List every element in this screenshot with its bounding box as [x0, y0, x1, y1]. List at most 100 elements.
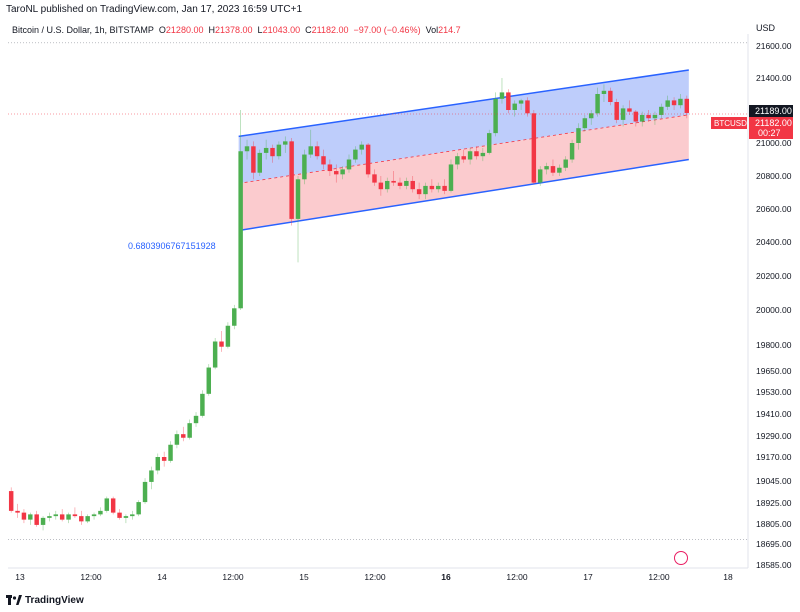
candle-body	[550, 166, 556, 173]
candle-body	[346, 159, 352, 170]
candle-body	[142, 481, 148, 503]
y-tick-label: 19650.00	[756, 366, 792, 376]
y-tick-label: 21400.00	[756, 73, 792, 83]
candle-body	[544, 166, 549, 170]
price-axis[interactable]: 21600.00 21400.00 21000.00 20800.00 20600.00…	[756, 41, 792, 570]
candle-body	[181, 434, 186, 438]
y-tick-label: 19045.00	[756, 476, 792, 486]
open-value: 21280.00	[165, 25, 204, 35]
candle-body	[232, 308, 237, 326]
candle-body	[576, 128, 581, 143]
legend: Bitcoin / U.S. Dollar, 1h, BITSTAMP O212…	[12, 25, 461, 35]
x-tick-label: 12:00	[222, 572, 244, 582]
candle-body	[486, 133, 492, 153]
brand-text: TradingView	[25, 595, 84, 606]
candle-body	[104, 498, 110, 511]
price-chart[interactable]: 21600.00 21400.00 21000.00 20800.00 20600.00…	[0, 0, 800, 590]
candle-body	[480, 152, 486, 157]
candle-body	[525, 100, 530, 114]
candle-body	[474, 151, 479, 157]
candle-body	[531, 113, 537, 183]
y-tick-label: 20600.00	[756, 204, 792, 214]
candle-body	[359, 144, 364, 150]
y-tick-label: 19530.00	[756, 387, 792, 397]
x-tick-label: 12:00	[80, 572, 102, 582]
parallel-channel[interactable]	[238, 69, 689, 232]
high-value: 21378.00	[214, 25, 253, 35]
y-tick-label: 20400.00	[756, 237, 792, 247]
close-value: 21182.00	[311, 25, 349, 35]
candle-body	[263, 147, 269, 153]
candle-body	[665, 100, 670, 107]
candle-body	[512, 103, 517, 110]
currency-label[interactable]: USD	[756, 23, 776, 33]
last-price-tag-bg	[749, 117, 793, 139]
candle-body	[206, 367, 212, 394]
candle-body	[518, 100, 524, 104]
candle-body	[582, 118, 588, 129]
candle-body	[15, 510, 20, 513]
y-tick-label: 21600.00	[756, 41, 792, 51]
candle-body	[155, 457, 161, 471]
candle-body	[91, 514, 97, 517]
line-price-tag-bg	[749, 105, 793, 117]
lightning-icon[interactable]	[674, 551, 688, 565]
x-tick-label: 18	[723, 572, 733, 582]
candle-body	[608, 90, 613, 102]
y-tick-label: 20800.00	[756, 171, 792, 181]
y-tick-label: 19290.00	[756, 431, 792, 441]
candle-body	[410, 180, 415, 190]
ticker-tag-bg	[711, 117, 747, 129]
candle-body	[671, 100, 677, 106]
countdown-tag: 00:27	[758, 128, 781, 138]
candle-body	[429, 185, 435, 190]
ticker-tag: BTCUSD	[714, 119, 747, 128]
candle-body	[678, 98, 683, 106]
candle-body	[506, 92, 511, 110]
top-bar: TaroNL published on TradingView.com, Jan…	[0, 0, 800, 18]
candle-body	[302, 154, 307, 180]
candle-body	[117, 512, 122, 518]
channel-upper-fill	[238, 70, 689, 184]
candle-body	[212, 341, 218, 368]
candle-body	[321, 156, 326, 165]
candle-body	[257, 152, 262, 173]
candle-body	[130, 514, 135, 517]
candle-body	[187, 423, 192, 438]
time-axis[interactable]: 13 12:00 14 12:00 15 12:00 16 12:00 17 12:00 18	[15, 572, 733, 582]
y-tick-label: 19410.00	[756, 409, 792, 419]
x-tick-label: 16	[441, 572, 451, 582]
y-tick-label: 18585.00	[756, 560, 792, 570]
candle-body	[493, 98, 498, 134]
candle-body	[59, 514, 65, 520]
x-tick-label: 17	[583, 572, 593, 582]
candle-body	[174, 434, 180, 445]
x-tick-label: 15	[299, 572, 309, 582]
candle-body	[238, 151, 243, 309]
last-price-tag: 21182.00	[755, 118, 792, 128]
channel-mid-line	[238, 114, 689, 184]
candle-body	[614, 102, 619, 120]
y-tick-label: 20200.00	[756, 271, 792, 281]
y-tick-label: 18805.00	[756, 519, 792, 529]
candle-body	[225, 325, 231, 347]
channel-lower-fill	[238, 114, 689, 231]
candle-body	[289, 141, 294, 219]
low-value: 21043.00	[262, 25, 301, 35]
candle-body	[423, 185, 428, 195]
channel-lower-line	[238, 158, 689, 232]
candle-body	[314, 146, 320, 157]
candle-body	[8, 491, 14, 511]
volume-label: Vol	[425, 25, 439, 35]
candle-body	[436, 185, 441, 190]
x-tick-label: 12:00	[364, 572, 386, 582]
candle-body	[72, 514, 78, 517]
candle-body	[149, 470, 154, 482]
candle-body	[161, 457, 167, 461]
candle-body	[601, 90, 607, 94]
candle-body	[404, 180, 409, 186]
candle-body	[200, 393, 205, 416]
y-tick-label: 19170.00	[756, 452, 792, 462]
symbol-name[interactable]: Bitcoin / U.S. Dollar, 1h, BITSTAMP	[12, 25, 154, 35]
candle-body	[295, 179, 301, 219]
